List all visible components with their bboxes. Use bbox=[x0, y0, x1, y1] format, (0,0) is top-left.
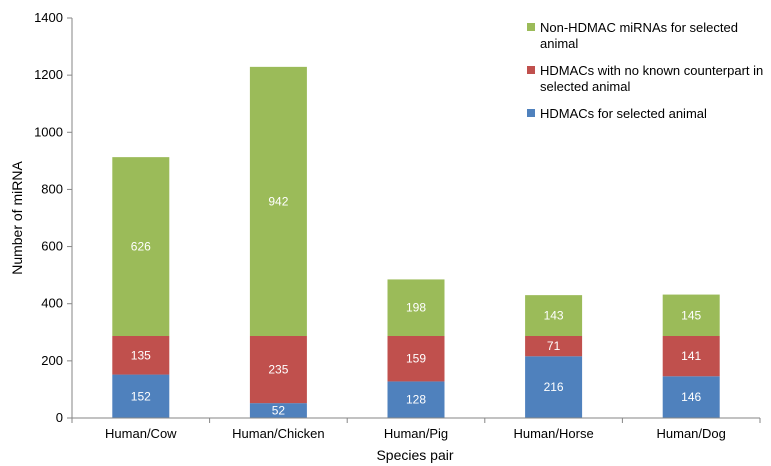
bar-segment bbox=[387, 279, 445, 336]
bar-data-label: 128 bbox=[406, 393, 426, 407]
y-tick-label: 1200 bbox=[34, 67, 63, 82]
bar-data-label: 159 bbox=[406, 352, 426, 366]
y-axis: 0 200 400 600 800 1000 1200 1400 bbox=[34, 10, 73, 425]
bar-segment bbox=[387, 381, 445, 418]
bar-segment bbox=[249, 336, 307, 404]
y-tick-label: 0 bbox=[56, 410, 63, 425]
legend-label: animal bbox=[540, 36, 578, 51]
legend-label: HDMACs with no known counterpart in bbox=[540, 63, 763, 78]
y-tick-label: 1000 bbox=[34, 124, 63, 139]
bar-data-label: 198 bbox=[406, 301, 426, 315]
bar-data-label: 143 bbox=[544, 309, 564, 323]
y-tick-label: 800 bbox=[41, 181, 63, 196]
bar-segment bbox=[249, 66, 307, 336]
y-tick-label: 600 bbox=[41, 239, 63, 254]
bar-data-label: 146 bbox=[681, 390, 701, 404]
bar-segment bbox=[662, 376, 720, 418]
legend-swatch bbox=[527, 109, 535, 117]
bars: 152 135 626 52 235 942 128 159 198 216 71 143 146 141… bbox=[112, 66, 720, 418]
y-tick-label: 400 bbox=[41, 296, 63, 311]
bar-segment bbox=[387, 336, 445, 382]
x-axis: Human/Cow Human/Chicken Human/Pig Human/Hor… bbox=[71, 417, 761, 441]
bar-segment bbox=[112, 157, 170, 336]
bar-segment bbox=[112, 336, 170, 375]
legend-label: Non-HDMAC miRNAs for selected bbox=[540, 20, 738, 35]
bar-data-label: 52 bbox=[272, 404, 286, 418]
bar-segment bbox=[249, 403, 307, 418]
legend-label: HDMACs for selected animal bbox=[540, 106, 707, 121]
bar-data-label: 942 bbox=[268, 194, 288, 208]
bar-data-label: 135 bbox=[131, 348, 151, 362]
y-tick-label: 1400 bbox=[34, 10, 63, 25]
bar-data-label: 235 bbox=[268, 363, 288, 377]
legend-label: selected animal bbox=[540, 79, 630, 94]
bar-data-label: 145 bbox=[681, 308, 701, 322]
bar-segment bbox=[525, 336, 583, 357]
bar-data-label: 141 bbox=[681, 349, 701, 363]
bar-data-label: 216 bbox=[544, 380, 564, 394]
bar-data-label: 152 bbox=[131, 389, 151, 403]
bar-segment bbox=[112, 374, 170, 418]
bar-segment bbox=[662, 294, 720, 336]
x-tick-label: Human/Pig bbox=[384, 426, 448, 441]
x-tick-label: Human/Cow bbox=[105, 426, 177, 441]
legend-swatch bbox=[527, 66, 535, 74]
y-tick-label: 200 bbox=[41, 353, 63, 368]
bar-segment bbox=[525, 356, 583, 418]
legend-swatch bbox=[527, 23, 535, 31]
bar-segment bbox=[662, 336, 720, 377]
x-tick-label: Human/Chicken bbox=[232, 426, 325, 441]
bar-data-label: 626 bbox=[131, 240, 151, 254]
x-tick-label: Human/Dog bbox=[657, 426, 726, 441]
bar-data-label: 71 bbox=[547, 339, 561, 353]
x-tick-label: Human/Horse bbox=[513, 426, 593, 441]
x-axis-title: Species pair bbox=[376, 447, 453, 463]
y-axis-title: Number of miRNA bbox=[9, 161, 25, 275]
bar-segment bbox=[525, 295, 583, 336]
